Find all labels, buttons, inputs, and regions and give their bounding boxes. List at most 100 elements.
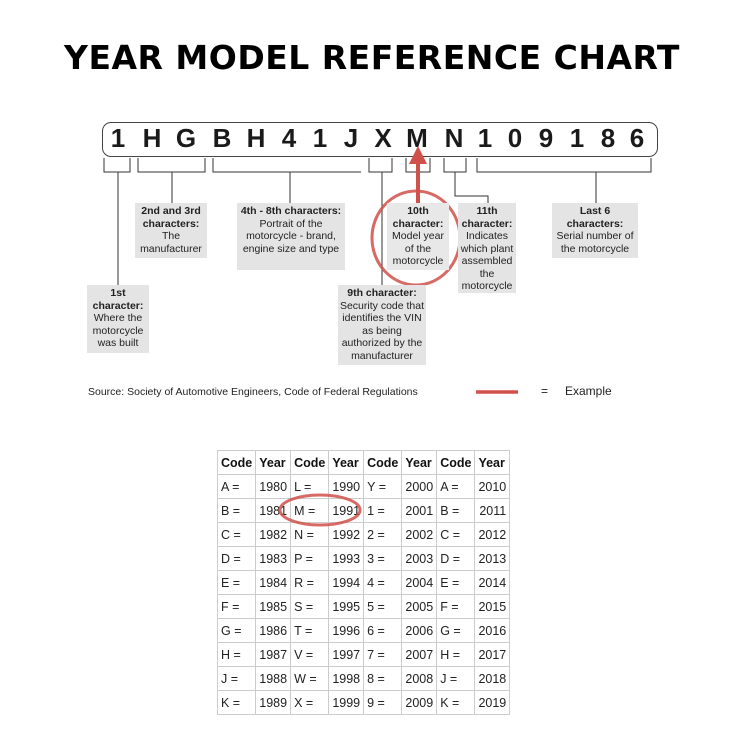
vin-box <box>102 122 658 157</box>
year-cell: 2015 <box>474 594 511 619</box>
code-cell: F = <box>436 594 476 619</box>
note-11th-character: 11th character: Indicates which plant ass… <box>458 203 516 293</box>
table-row: K = 1989 X = 1999 9 = 2009 K = 2019 <box>216 690 511 715</box>
code-cell: T = <box>290 618 330 643</box>
year-cell: 1998 <box>328 666 365 691</box>
code-cell: 3 = <box>363 546 403 571</box>
column-header: Code <box>216 450 257 475</box>
year-cell: 2001 <box>401 498 438 523</box>
year-cell: 2008 <box>401 666 438 691</box>
vin-character: H <box>246 123 266 153</box>
bracket-4th-8th <box>212 158 361 203</box>
code-cell: H = <box>436 642 476 667</box>
column-header: Code <box>436 450 476 475</box>
column-header: Year <box>401 450 438 475</box>
vin-character: 1 <box>110 123 126 153</box>
vin-character: J <box>343 123 359 153</box>
vin-character: H <box>142 123 162 153</box>
bracket-last-6 <box>476 158 652 203</box>
year-cell: 1985 <box>255 594 292 619</box>
vin-character: 0 <box>507 123 523 153</box>
year-cell: 1999 <box>328 690 365 715</box>
year-cell: 2012 <box>474 522 511 547</box>
code-cell: 2 = <box>363 522 403 547</box>
column-header: Year <box>255 450 292 475</box>
year-cell: 2004 <box>401 570 438 595</box>
year-cell: 2018 <box>474 666 511 691</box>
year-cell: 2017 <box>474 642 511 667</box>
vin-character: 6 <box>629 123 645 153</box>
note-2nd-3rd-characters: 2nd and 3rd characters: The manufacturer <box>135 203 207 258</box>
code-cell: C = <box>216 522 257 547</box>
vin-character: M <box>406 123 428 153</box>
vin-character: 8 <box>600 123 616 153</box>
code-cell: 4 = <box>363 570 403 595</box>
year-cell: 1990 <box>328 474 365 499</box>
column-header: Code <box>363 450 403 475</box>
code-cell: J = <box>436 666 476 691</box>
note-1st-character: 1st character: Where the motorcycle was b… <box>87 285 149 353</box>
table-row: F = 1985 S = 1995 5 = 2005 F = 2015 <box>216 594 511 619</box>
code-cell: K = <box>216 690 257 715</box>
code-cell: S = <box>290 594 330 619</box>
code-cell: M = <box>290 498 330 523</box>
legend-example-label: Example <box>565 384 612 398</box>
year-cell: 2006 <box>401 618 438 643</box>
code-cell: P = <box>290 546 330 571</box>
year-cell: 1995 <box>328 594 365 619</box>
year-cell: 1987 <box>255 642 292 667</box>
code-cell: 5 = <box>363 594 403 619</box>
code-cell: G = <box>436 618 476 643</box>
year-cell: 2009 <box>401 690 438 715</box>
table-header-row: Code Year Code Year Code Year Code Year <box>216 450 511 475</box>
bracket-1st <box>103 158 131 285</box>
code-cell: D = <box>436 546 476 571</box>
code-cell: B = <box>216 498 257 523</box>
code-cell: W = <box>290 666 330 691</box>
column-header: Year <box>328 450 365 475</box>
source-note: Source: Society of Automotive Engineers,… <box>88 386 418 398</box>
code-cell: Y = <box>363 474 403 499</box>
year-cell: 2005 <box>401 594 438 619</box>
column-header: Code <box>290 450 330 475</box>
year-cell: 2016 <box>474 618 511 643</box>
year-cell: 1993 <box>328 546 365 571</box>
code-cell: 6 = <box>363 618 403 643</box>
bracket-11th <box>443 158 489 203</box>
code-cell: R = <box>290 570 330 595</box>
table-row: A = 1980 L = 1990 Y = 2000 A = 2010 <box>216 474 511 499</box>
year-cell: 1996 <box>328 618 365 643</box>
year-code-table: Code Year Code Year Code Year Code Year A = 1980… <box>216 450 511 715</box>
code-cell: F = <box>216 594 257 619</box>
vin-character: B <box>212 123 232 153</box>
table-row: H = 1987 V = 1997 7 = 2007 H = 2017 <box>216 642 511 667</box>
year-cell: 2019 <box>474 690 511 715</box>
code-cell: C = <box>436 522 476 547</box>
year-cell: 2014 <box>474 570 511 595</box>
vin-character: 9 <box>538 123 554 153</box>
vin-character: 1 <box>477 123 493 153</box>
year-cell: 1988 <box>255 666 292 691</box>
code-cell: A = <box>216 474 257 499</box>
code-cell: D = <box>216 546 257 571</box>
note-10th-character: 10th character: Model year of the motorcy… <box>387 203 449 270</box>
year-cell: 2011 <box>474 498 511 523</box>
red-arrow-head <box>409 146 427 164</box>
year-cell: 1986 <box>255 618 292 643</box>
note-9th-character: 9th character: Security code that identif… <box>338 285 426 365</box>
code-cell: N = <box>290 522 330 547</box>
vin-character: 1 <box>569 123 585 153</box>
year-cell: 2002 <box>401 522 438 547</box>
table-row: G = 1986 T = 1996 6 = 2006 G = 2016 <box>216 618 511 643</box>
table-row: E = 1984 R = 1994 4 = 2004 E = 2014 <box>216 570 511 595</box>
year-cell: 2010 <box>474 474 511 499</box>
year-cell: 2013 <box>474 546 511 571</box>
vin-character: 4 <box>281 123 297 153</box>
code-cell: X = <box>290 690 330 715</box>
code-cell: 9 = <box>363 690 403 715</box>
year-cell: 2000 <box>401 474 438 499</box>
legend-equals: = <box>541 384 549 398</box>
vin-character: X <box>374 123 392 153</box>
table-row: J = 1988 W = 1998 8 = 2008 J = 2018 <box>216 666 511 691</box>
